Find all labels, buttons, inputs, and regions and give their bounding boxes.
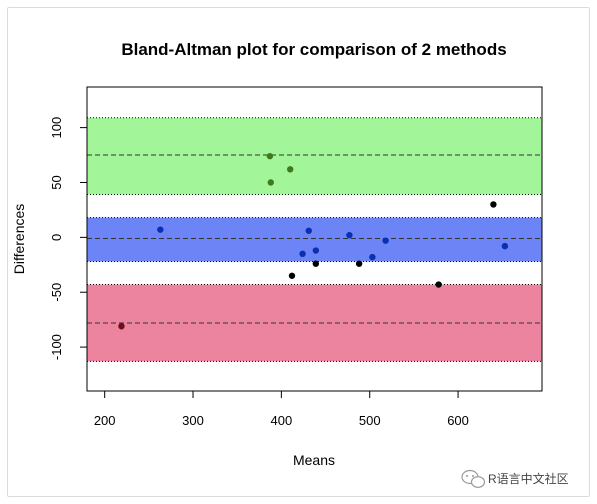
points-layer bbox=[118, 152, 509, 330]
data-point bbox=[312, 247, 320, 254]
data-point bbox=[382, 237, 389, 244]
data-point bbox=[501, 242, 509, 250]
watermark: R语言中文社区 bbox=[461, 469, 569, 488]
data-point bbox=[157, 226, 164, 233]
band-upper-fill bbox=[87, 117, 542, 195]
y-tick-label: -50 bbox=[49, 283, 64, 302]
data-point bbox=[490, 201, 497, 208]
x-tick-label: 200 bbox=[94, 413, 116, 428]
data-point bbox=[346, 231, 353, 239]
y-tick-label: 0 bbox=[49, 234, 64, 241]
y-tick-label: -100 bbox=[49, 334, 64, 360]
x-tick-label: 600 bbox=[447, 413, 469, 428]
y-tick-label: 100 bbox=[49, 117, 64, 139]
band-lower bbox=[87, 284, 542, 362]
y-axis: -100 -50 0 50 100 bbox=[49, 117, 88, 360]
data-point bbox=[299, 250, 306, 258]
x-tick-label: 400 bbox=[271, 413, 293, 428]
data-point bbox=[288, 272, 296, 279]
band-upper bbox=[87, 117, 542, 196]
x-tick-label: 500 bbox=[359, 413, 381, 428]
data-point bbox=[118, 323, 125, 330]
x-tick-label: 300 bbox=[182, 413, 204, 428]
data-point bbox=[355, 260, 363, 267]
y-tick-label: 50 bbox=[49, 175, 64, 189]
chart-title: Bland-Altman plot for comparison of 2 me… bbox=[121, 40, 506, 59]
data-point bbox=[287, 166, 294, 173]
x-axis: 200 300 400 500 600 bbox=[94, 390, 469, 428]
data-point bbox=[305, 227, 312, 234]
wechat-icon bbox=[461, 469, 486, 488]
band-mean bbox=[87, 217, 542, 262]
data-point bbox=[266, 152, 274, 160]
y-axis-label: Differences bbox=[11, 204, 27, 275]
data-point bbox=[369, 253, 376, 261]
bands-layer bbox=[87, 117, 542, 362]
data-point bbox=[267, 179, 274, 186]
data-point bbox=[312, 260, 320, 267]
data-point bbox=[435, 281, 442, 288]
x-axis-label: Means bbox=[293, 452, 335, 468]
band-mean-fill bbox=[87, 217, 542, 262]
watermark-text: R语言中文社区 bbox=[488, 471, 569, 486]
